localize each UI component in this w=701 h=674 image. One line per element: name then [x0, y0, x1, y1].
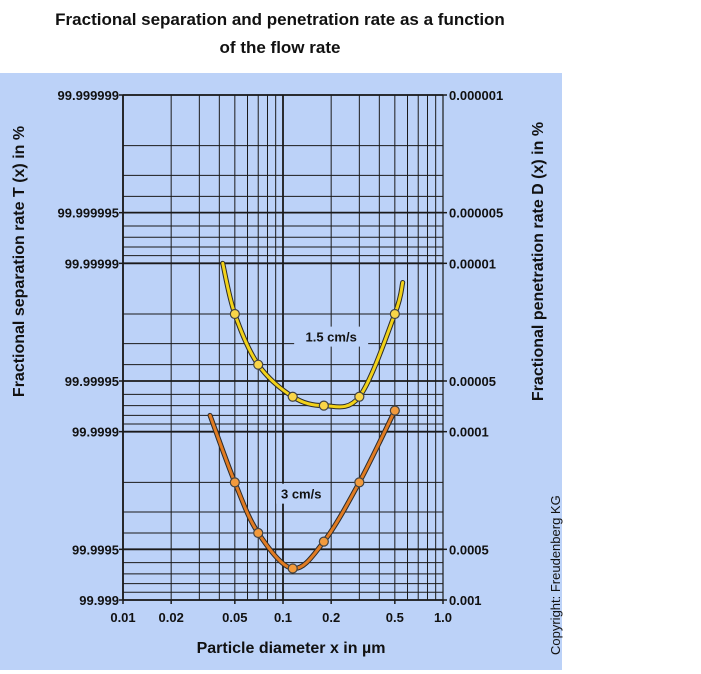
y-tick-label-right: 0.00001 — [449, 256, 496, 271]
chart-title-line-2: of the flow rate — [219, 38, 341, 57]
curves — [207, 260, 406, 572]
axis-labels: Particle diameter x in µm Fractional sepa… — [11, 122, 547, 657]
data-point — [229, 477, 240, 488]
series-label: 3 cm/s — [281, 487, 321, 502]
grid-major — [119, 94, 447, 604]
x-tick-label: 0.2 — [322, 610, 340, 625]
series-label-bg — [294, 326, 369, 347]
data-point — [318, 400, 329, 411]
data-point — [253, 359, 264, 370]
data-point — [354, 477, 365, 488]
y-tick-label-left: 99.999999 — [58, 88, 119, 103]
data-point — [287, 563, 298, 574]
data-point — [229, 308, 240, 320]
series-label: 1.5 cm/s — [306, 330, 357, 345]
data-point — [354, 391, 365, 402]
x-tick-label: 1.0 — [434, 610, 452, 625]
x-tick-label: 0.02 — [159, 610, 184, 625]
copyright-text: Copyright: Freudenberg KG — [548, 495, 563, 655]
markers: 1.5 cm/s 3 cm/s — [229, 308, 400, 574]
chart-title: Fractional separation and penetration ra… — [0, 6, 560, 62]
data-point — [389, 308, 400, 320]
data-point — [318, 536, 329, 547]
y-tick-label-left: 99.9995 — [72, 542, 119, 557]
y-axis-label-left: Fractional separation rate T (x) in % — [11, 126, 28, 397]
chart-panel — [0, 73, 562, 670]
series-line — [221, 261, 405, 409]
y-tick-label-left: 99.999995 — [58, 206, 119, 221]
y-tick-label-right: 0.00005 — [449, 374, 496, 389]
y-tick-label-right: 0.0001 — [449, 425, 489, 440]
y-axis-label-right: Fractional penetration rate D (x) in % — [530, 122, 547, 401]
x-tick-label: 0.1 — [274, 610, 292, 625]
y-tick-label-right: 0.001 — [449, 593, 482, 608]
x-axis-label: Particle diameter x in µm — [197, 640, 386, 657]
tick-labels: 99.999999 0.000001 99.999995 0.000005 99.999… — [58, 88, 504, 625]
y-tick-label-right: 0.000001 — [449, 88, 503, 103]
y-tick-label-left: 99.999 — [79, 593, 119, 608]
y-tick-label-right: 0.0005 — [449, 542, 489, 557]
data-point — [287, 391, 298, 402]
x-tick-label: 0.01 — [110, 610, 135, 625]
chart-title-line-1: Fractional separation and penetration ra… — [55, 10, 505, 29]
data-point — [389, 405, 400, 416]
y-tick-label-right: 0.000005 — [449, 206, 503, 221]
y-tick-label-left: 99.9999 — [72, 425, 119, 440]
y-tick-label-left: 99.99999 — [65, 256, 119, 271]
series-label-bg — [276, 483, 327, 504]
x-tick-label: 0.5 — [386, 610, 404, 625]
x-tick-label: 0.05 — [222, 610, 247, 625]
y-tick-label-left: 99.99995 — [65, 374, 119, 389]
data-point — [253, 527, 264, 539]
